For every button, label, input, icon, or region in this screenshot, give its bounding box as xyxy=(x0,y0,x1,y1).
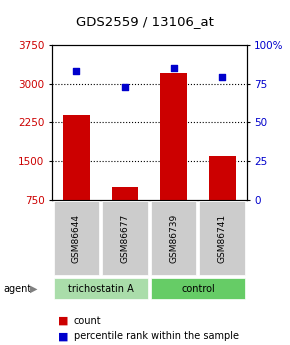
Text: GSM86644: GSM86644 xyxy=(72,214,81,263)
Point xyxy=(74,69,79,74)
Point xyxy=(220,75,224,80)
Bar xyxy=(209,156,235,200)
Text: agent: agent xyxy=(3,284,31,294)
Text: trichostatin A: trichostatin A xyxy=(68,284,134,294)
Bar xyxy=(160,73,187,200)
Text: ▶: ▶ xyxy=(30,284,37,294)
Text: GSM86741: GSM86741 xyxy=(218,214,227,263)
Point xyxy=(123,84,127,90)
Point xyxy=(171,66,176,71)
Text: count: count xyxy=(74,316,102,326)
Text: control: control xyxy=(181,284,215,294)
Text: percentile rank within the sample: percentile rank within the sample xyxy=(74,331,239,341)
Bar xyxy=(63,115,90,200)
Text: ■: ■ xyxy=(58,316,68,326)
Text: GSM86739: GSM86739 xyxy=(169,214,178,263)
Text: GSM86677: GSM86677 xyxy=(121,214,130,263)
Text: GDS2559 / 13106_at: GDS2559 / 13106_at xyxy=(76,16,214,29)
Bar xyxy=(112,187,138,200)
Text: ■: ■ xyxy=(58,331,68,341)
